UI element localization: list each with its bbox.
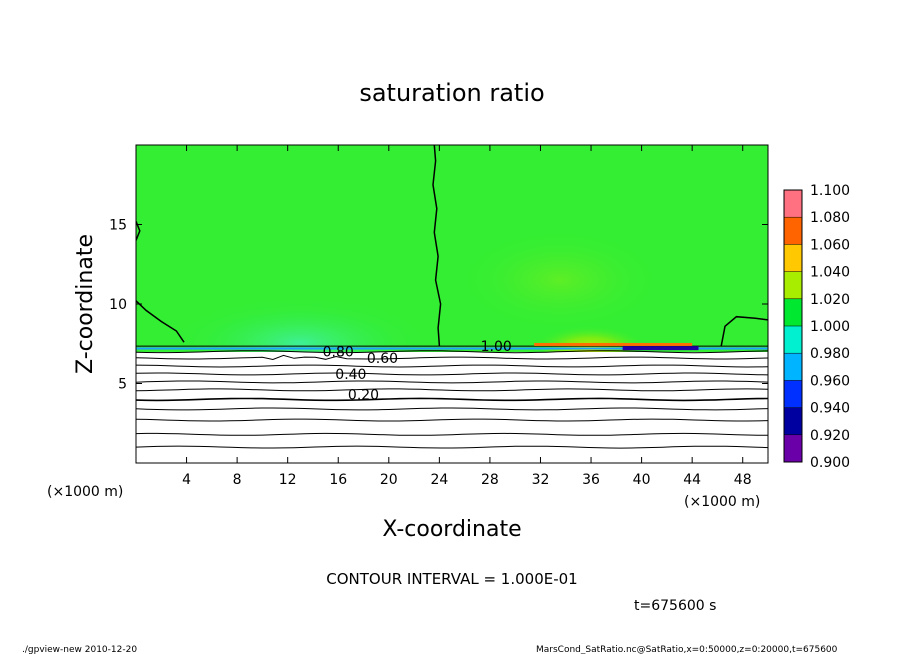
contour-line-1.00-vertical	[432, 145, 442, 347]
lime-region	[450, 225, 670, 335]
x-tick-label: 28	[481, 472, 499, 488]
colorbar: 0.900 0.920 0.940 0.960 0.980 1.000 1.020 1.040…	[783, 183, 850, 471]
plot-area: 0.20 0.400.60 0.80 1.00	[136, 145, 768, 463]
x-tick-label: 32	[532, 472, 550, 488]
y-tick-label: 5	[118, 377, 127, 393]
y-tick-label: 10	[109, 297, 127, 313]
colorbar-segment	[784, 190, 802, 218]
contour-line	[136, 432, 768, 436]
y-axis-label: Z-coordinate	[73, 234, 98, 374]
x-tick-label: 36	[582, 472, 600, 488]
colorbar-segment	[784, 326, 802, 354]
colorbar-label: 1.080	[810, 210, 850, 226]
subsat-strip	[622, 346, 699, 351]
colorbar-label: 1.100	[810, 183, 850, 199]
contour-line	[136, 350, 768, 354]
colorbar-label: 0.900	[810, 455, 850, 471]
x-tick-label: 8	[233, 472, 242, 488]
x-tick-label: 44	[683, 472, 701, 488]
x-tick-label: 20	[380, 472, 398, 488]
contour-label: 0.20	[348, 388, 379, 404]
colorbar-label: 0.960	[810, 373, 850, 389]
contour-line	[136, 380, 768, 384]
x-axis-label: X-coordinate	[382, 517, 521, 542]
contour-line	[136, 397, 768, 402]
colorbar-segment	[784, 353, 802, 381]
colorbar-label: 1.040	[810, 265, 850, 281]
x-tick-label: 24	[430, 472, 448, 488]
y-tick-label: 15	[109, 218, 127, 234]
x-unit-label-left: (×1000 m)	[47, 484, 123, 500]
colorbar-label: 1.020	[810, 292, 850, 308]
contour-line-left	[136, 300, 185, 343]
contour-line	[136, 372, 768, 376]
colorbar-label: 0.940	[810, 401, 850, 417]
contour-label: 0.40	[335, 367, 366, 383]
colorbar-segment	[784, 217, 802, 245]
contour-line-right	[720, 315, 768, 347]
contour-line	[136, 364, 768, 368]
colorbar-segment	[784, 407, 802, 435]
time-label: t=675600 s	[634, 598, 716, 614]
contour-interval-text: CONTOUR INTERVAL = 1.000E-01	[326, 570, 577, 588]
x-tick-label: 40	[633, 472, 651, 488]
colorbar-segment	[784, 380, 802, 408]
y-axis-ticks: 5 10 15	[109, 218, 768, 393]
contour-line	[136, 388, 768, 392]
colorbar-segment	[784, 244, 802, 272]
colorbar-label: 1.060	[810, 237, 850, 253]
contour-line	[136, 418, 768, 422]
colorbar-segment	[784, 298, 802, 326]
x-unit-label-right: (×1000 m)	[684, 494, 760, 510]
colorbar-label: 1.000	[810, 319, 850, 335]
x-tick-label: 4	[182, 472, 191, 488]
x-tick-label: 16	[329, 472, 347, 488]
x-axis-ticks: 4 8 12 16 20 24 28 32 36 40 44 48	[182, 145, 752, 488]
colorbar-label: 0.980	[810, 346, 850, 362]
contour-label: 1.00	[481, 339, 512, 355]
x-tick-label: 48	[734, 472, 752, 488]
contour-label: 0.80	[323, 345, 354, 361]
colorbar-label: 0.920	[810, 428, 850, 444]
colorbar-segment	[784, 434, 802, 462]
contour-line	[136, 407, 768, 411]
footer-right: MarsCond_SatRatio.nc@SatRatio,x=0:50000,…	[536, 645, 838, 654]
contour-label: 0.60	[367, 351, 398, 367]
colorbar-segment	[784, 271, 802, 299]
x-tick-label: 12	[279, 472, 297, 488]
contour-lines	[136, 145, 768, 449]
contour-labels: 0.20 0.400.60 0.80 1.00	[323, 339, 512, 403]
contour-line	[136, 445, 768, 449]
chart-title: saturation ratio	[359, 79, 544, 107]
supersat-strip	[534, 342, 693, 346]
cyan-region	[170, 280, 430, 370]
yellow-region	[530, 310, 650, 360]
footer-left: ./gpview-new 2010-12-20	[22, 645, 137, 654]
contour-line	[136, 354, 768, 361]
